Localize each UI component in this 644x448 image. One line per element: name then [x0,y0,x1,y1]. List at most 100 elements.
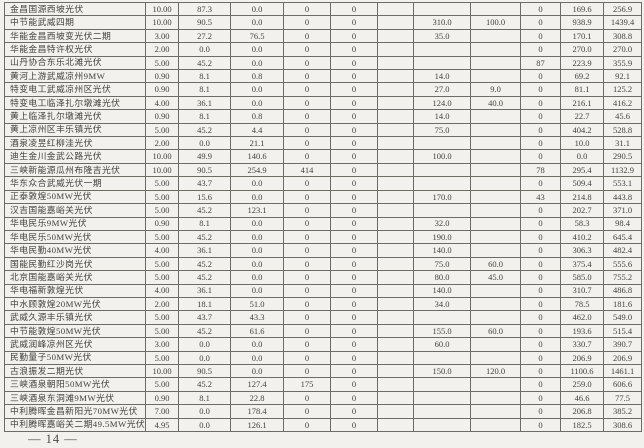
table-row: 中节能敦煌50MW光伏 5.00 45.2 61.6 0 0 155.0 60.0 0 193.6… [4,323,642,339]
value-cell [377,337,414,352]
value-cell [377,243,414,258]
value-cell [377,162,414,178]
value-cell: 45.0 [470,270,521,285]
value-cell [377,363,414,379]
plant-name-cell: 酒泉凌昱红柳洼光伏 [4,136,146,151]
value-cell: 125.2 [603,82,642,97]
value-cell: 193.6 [560,323,604,339]
value-cell: 46.6 [560,390,604,406]
page-number: — 14 — [28,432,78,446]
value-cell: 0 [283,350,331,365]
value-cell: 170.1 [560,28,604,44]
value-cell: 4.00 [145,243,179,258]
table-row: 武威久源丰乐镇光伏 5.00 43.7 43.3 0 0 0 462.0 549.0 [4,310,642,325]
value-cell: 0 [330,136,378,151]
value-cell [413,404,471,419]
value-cell: 0 [520,15,561,30]
table-row: 古浪振发二期光伏 10.00 90.5 0.0 0 0 150.0 120.0 0 1100.6 1… [4,363,642,379]
value-cell: 92.1 [603,69,642,84]
value-cell: 1132.9 [603,162,642,178]
value-cell [413,55,471,71]
value-cell: 645.4 [603,229,642,245]
value-cell: 585.0 [560,270,604,285]
table-row: 黄上凉州区丰乐镇光伏 5.00 45.2 4.4 0 0 75.0 0 404.2 528.8 [4,122,642,138]
value-cell: 36.1 [178,283,231,298]
plant-name-cell: 武威久源丰乐镇光伏 [4,310,146,325]
value-cell: 10.00 [145,149,179,164]
value-cell: 5.00 [145,323,179,339]
value-cell: 60.0 [413,337,471,352]
table-row: 山丹协合东乐北滩光伏 5.00 45.2 0.0 0 0 87 223.9 355.9 [4,55,642,71]
plant-name-cell: 中利腾晖金昌新阳光70MW光伏 [4,404,146,419]
value-cell: 0 [330,109,378,124]
value-cell: 0 [520,350,561,365]
table-row: 三峡酒泉东洞滩9MW光伏 0.90 8.1 22.8 0 0 0 46.6 77.5 [4,390,642,406]
value-cell [377,122,414,138]
value-cell: 0.0 [178,404,231,419]
value-cell: 0 [520,82,561,97]
value-cell: 178.4 [230,404,284,419]
value-cell: 0.8 [230,69,284,84]
value-cell: 2.00 [145,296,179,312]
value-cell: 0.0 [230,1,284,17]
value-cell: 5.00 [145,310,179,325]
value-cell: 76.5 [230,28,284,44]
value-cell: 5.00 [145,176,179,191]
plant-name-cell: 中水顾敦煌20MW光伏 [4,296,146,312]
value-cell [413,1,471,17]
value-cell: 0 [330,310,378,325]
value-cell [413,417,471,433]
value-cell: 75.0 [413,256,471,272]
value-cell [377,216,414,231]
value-cell: 43.7 [178,176,231,191]
table-row: 汉吉国能嘉峪关光伏 5.00 45.2 123.1 0 0 0 202.7 371.0 [4,203,642,218]
value-cell: 45.2 [178,55,231,71]
value-cell [470,136,521,151]
value-cell: 355.9 [603,55,642,71]
value-cell: 0 [330,323,378,339]
value-cell [377,28,414,44]
value-cell: 0 [520,136,561,151]
plant-name-cell: 特变电工临泽扎尔墩滩光伏 [4,95,146,111]
value-cell: 14.0 [413,109,471,124]
value-cell: 0 [330,69,378,84]
value-cell: 181.6 [603,296,642,312]
table-body: 金昌国源西坡光伏 10.00 87.3 0.0 0 0 0 169.6 256.9 中节能武威四期… [4,1,642,433]
value-cell: 10.00 [145,1,179,17]
value-cell [470,310,521,325]
value-cell: 0.90 [145,216,179,231]
table-row: 三峡新能源瓜州布隆吉光伏 10.00 90.5 254.9 414 0 78 295.4 113… [4,162,642,178]
value-cell: 0.0 [230,216,284,231]
value-cell: 10.00 [145,162,179,178]
value-cell [377,203,414,218]
value-cell: 0.0 [230,256,284,272]
value-cell: 0 [520,323,561,339]
value-cell: 0 [520,216,561,231]
value-cell: 8.1 [178,216,231,231]
value-cell: 0 [520,149,561,164]
value-cell: 0 [520,243,561,258]
value-cell: 0 [283,69,331,84]
value-cell: 1461.1 [603,363,642,379]
value-cell: 0 [520,122,561,138]
value-cell: 120.0 [470,363,521,379]
value-cell [470,337,521,352]
value-cell: 0 [283,82,331,97]
value-cell: 80.0 [413,270,471,285]
value-cell [377,310,414,325]
value-cell: 0 [283,1,331,17]
value-cell [377,82,414,97]
plant-name-cell: 华能金昌西坡变光伏二期 [4,28,146,44]
value-cell: 0 [283,310,331,325]
value-cell [470,377,521,392]
value-cell: 0 [283,216,331,231]
value-cell: 45.2 [178,256,231,272]
value-cell: 206.9 [603,350,642,365]
value-cell: 0 [520,42,561,57]
value-cell: 27.2 [178,28,231,44]
value-cell: 0 [330,28,378,44]
value-cell: 5.00 [145,122,179,138]
value-cell: 414 [283,162,331,178]
table-row: 黄上临泽扎尔墩滩光伏 0.90 8.1 0.8 0 0 14.0 0 22.7 45.6 [4,109,642,124]
